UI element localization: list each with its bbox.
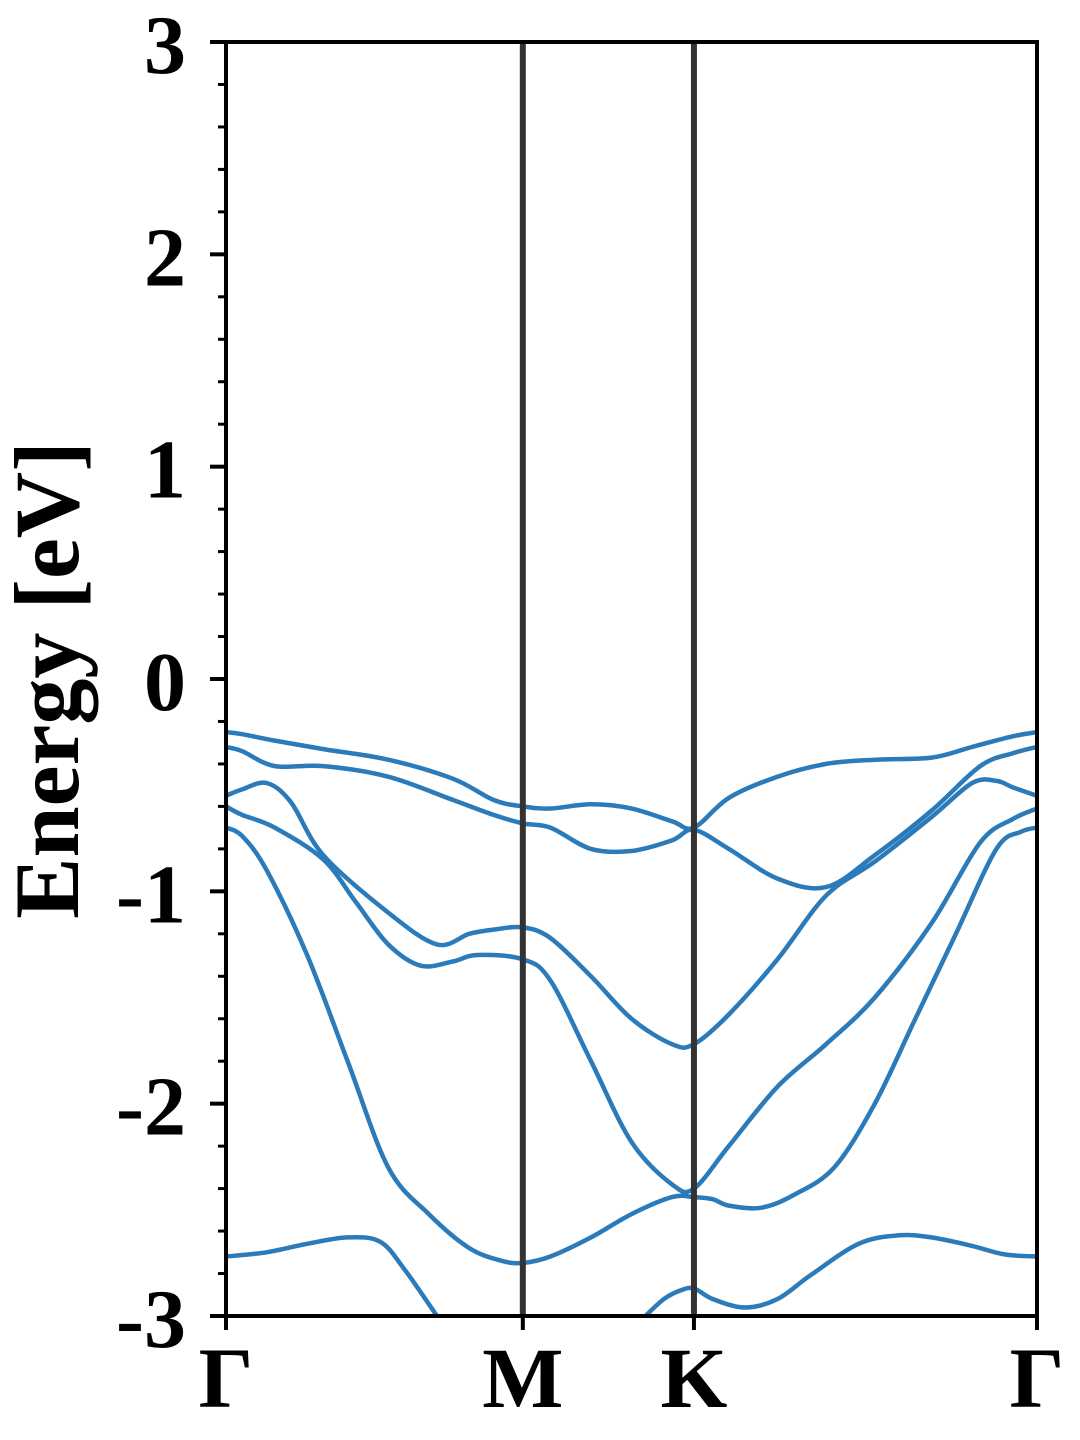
k-point-label: Γ — [199, 1330, 254, 1426]
band-line-2 — [226, 744, 1037, 891]
y-tick-label: -3 — [116, 1273, 186, 1366]
band-line-1 — [226, 729, 1037, 831]
k-point-lines — [519, 42, 697, 1316]
band-line-6 — [226, 1234, 440, 1316]
y-tick-label: -1 — [116, 848, 186, 941]
band-line-4 — [226, 804, 1037, 1195]
band-line-5 — [226, 825, 1037, 1266]
y-tick-label: 0 — [144, 636, 186, 729]
y-axis-label: Energy [eV] — [0, 441, 98, 919]
y-axis-ticks: 3 2 1 0 -1 -2 -3 — [116, 0, 226, 1366]
y-tick-label: 1 — [144, 424, 186, 517]
band-line-7 — [643, 1232, 1037, 1316]
k-point-label: K — [660, 1330, 727, 1426]
plot-frame — [224, 40, 1039, 1318]
band-line-3 — [226, 777, 1037, 1050]
band-lines — [226, 729, 1037, 1316]
y-tick-label: 3 — [144, 0, 186, 92]
y-tick-label: 2 — [144, 211, 186, 304]
k-point-label: Γ — [1010, 1330, 1065, 1426]
y-tick-label: -2 — [116, 1061, 186, 1154]
k-point-label: M — [482, 1330, 563, 1426]
